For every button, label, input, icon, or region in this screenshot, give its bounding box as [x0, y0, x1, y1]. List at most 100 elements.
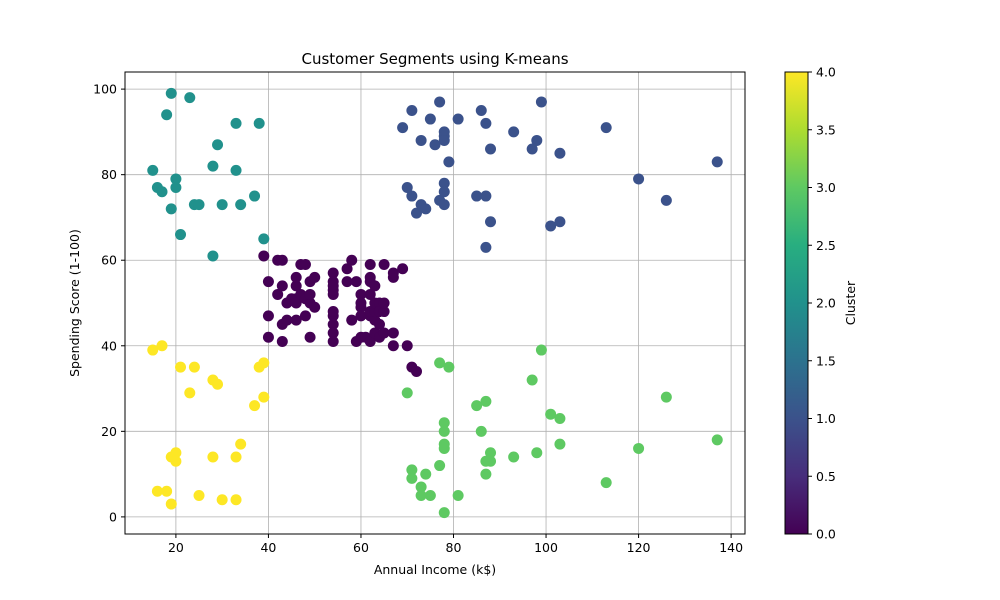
colorbar-label: Cluster — [843, 280, 858, 325]
data-point-cluster-4 — [175, 361, 187, 373]
data-point-cluster-0 — [355, 301, 367, 313]
data-point-cluster-0 — [272, 288, 284, 300]
colorbar-tick-label: 3.5 — [816, 122, 836, 137]
data-point-cluster-0 — [290, 297, 302, 309]
data-point-cluster-2 — [147, 164, 159, 176]
data-point-cluster-1 — [401, 182, 413, 193]
data-point-cluster-0 — [258, 250, 270, 262]
data-point-cluster-1 — [415, 134, 427, 146]
data-point-cluster-0 — [355, 288, 367, 300]
data-point-cluster-1 — [480, 241, 492, 253]
data-point-cluster-0 — [327, 336, 339, 347]
data-point-cluster-1 — [660, 194, 672, 206]
plot-area-frame — [124, 71, 746, 535]
data-point-cluster-1 — [438, 186, 450, 198]
data-point-cluster-0 — [378, 297, 390, 309]
data-point-cluster-0 — [387, 267, 399, 279]
data-point-cluster-0 — [281, 314, 293, 326]
data-point-cluster-2 — [156, 186, 168, 198]
data-point-cluster-3 — [438, 417, 450, 429]
data-point-cluster-3 — [415, 481, 427, 493]
data-point-cluster-4 — [147, 344, 159, 356]
data-point-cluster-0 — [276, 254, 288, 266]
data-point-cluster-1 — [600, 122, 612, 134]
data-point-cluster-0 — [373, 318, 385, 330]
data-point-cluster-3 — [475, 425, 487, 437]
data-point-cluster-3 — [452, 490, 464, 501]
data-point-cluster-0 — [397, 263, 409, 275]
data-point-cluster-3 — [554, 438, 566, 450]
colorbar-tick-label: 2.0 — [816, 296, 836, 311]
data-point-cluster-1 — [438, 177, 450, 189]
data-point-cluster-1 — [438, 134, 450, 146]
data-point-cluster-2 — [212, 139, 224, 151]
data-point-cluster-4 — [249, 400, 261, 412]
data-point-cluster-3 — [633, 442, 645, 454]
data-point-cluster-4 — [165, 498, 177, 510]
data-point-cluster-2 — [184, 92, 196, 104]
data-point-cluster-3 — [535, 344, 547, 356]
data-point-cluster-1 — [475, 105, 487, 116]
data-point-cluster-0 — [276, 280, 288, 292]
y-tick-label: 0 — [109, 509, 117, 524]
data-point-cluster-0 — [378, 327, 390, 339]
y-axis-ticks: 0 20 40 60 80 100 — [93, 82, 125, 524]
data-point-cluster-3 — [660, 391, 672, 403]
data-point-cluster-3 — [438, 425, 450, 437]
y-tick-label: 20 — [101, 424, 117, 439]
data-point-cluster-3 — [554, 413, 566, 424]
grid-lines — [125, 72, 745, 534]
data-point-cluster-2 — [258, 233, 270, 245]
data-point-cluster-4 — [212, 378, 224, 390]
x-tick-label: 20 — [168, 540, 184, 555]
data-point-cluster-3 — [480, 468, 492, 480]
data-point-cluster-1 — [526, 143, 538, 155]
x-tick-label: 100 — [534, 540, 558, 555]
data-point-cluster-4 — [151, 485, 163, 497]
data-point-cluster-1 — [434, 96, 446, 108]
data-point-cluster-3 — [443, 361, 455, 373]
data-point-cluster-0 — [346, 314, 358, 326]
data-point-cluster-2 — [161, 109, 173, 121]
colorbar-tick-label: 1.5 — [816, 353, 836, 368]
x-tick-label: 60 — [353, 540, 369, 555]
data-point-cluster-0 — [387, 327, 399, 339]
y-tick-label: 100 — [93, 82, 117, 97]
data-point-cluster-0 — [401, 340, 413, 352]
colorbar — [784, 71, 809, 535]
data-point-cluster-0 — [309, 301, 321, 313]
data-point-cluster-1 — [554, 147, 566, 159]
colorbar-tick-label: 0.5 — [816, 469, 836, 484]
data-point-cluster-4 — [161, 485, 173, 497]
data-point-cluster-4 — [170, 447, 182, 459]
data-point-cluster-3 — [434, 357, 446, 369]
data-point-cluster-0 — [378, 306, 390, 318]
data-point-cluster-3 — [600, 477, 612, 489]
y-axis-label: Spending Score (1-100) — [67, 229, 82, 377]
data-point-cluster-2 — [230, 117, 242, 129]
data-point-cluster-3 — [420, 468, 432, 480]
data-point-cluster-0 — [299, 259, 311, 270]
data-point-cluster-3 — [508, 451, 520, 463]
data-point-cluster-4 — [230, 451, 242, 463]
data-point-cluster-3 — [485, 447, 497, 459]
data-point-cluster-2 — [207, 160, 219, 172]
data-point-cluster-3 — [415, 490, 427, 501]
data-point-cluster-1 — [471, 190, 483, 202]
data-point-cluster-0 — [290, 271, 302, 283]
data-point-cluster-3 — [434, 460, 446, 472]
data-point-cluster-0 — [327, 306, 339, 318]
data-point-cluster-3 — [485, 455, 497, 467]
data-point-cluster-4 — [156, 340, 168, 352]
y-tick-label: 60 — [101, 253, 117, 268]
data-point-cluster-0 — [364, 271, 376, 283]
data-point-cluster-1 — [508, 126, 520, 138]
data-point-cluster-0 — [364, 288, 376, 300]
data-point-cluster-1 — [420, 203, 432, 215]
data-point-cluster-0 — [304, 288, 316, 300]
x-tick-label: 80 — [446, 540, 462, 555]
x-axis-label: Annual Income (k$) — [374, 562, 496, 577]
data-point-cluster-0 — [262, 310, 274, 322]
data-point-cluster-3 — [406, 464, 418, 476]
data-point-cluster-3 — [401, 387, 413, 399]
